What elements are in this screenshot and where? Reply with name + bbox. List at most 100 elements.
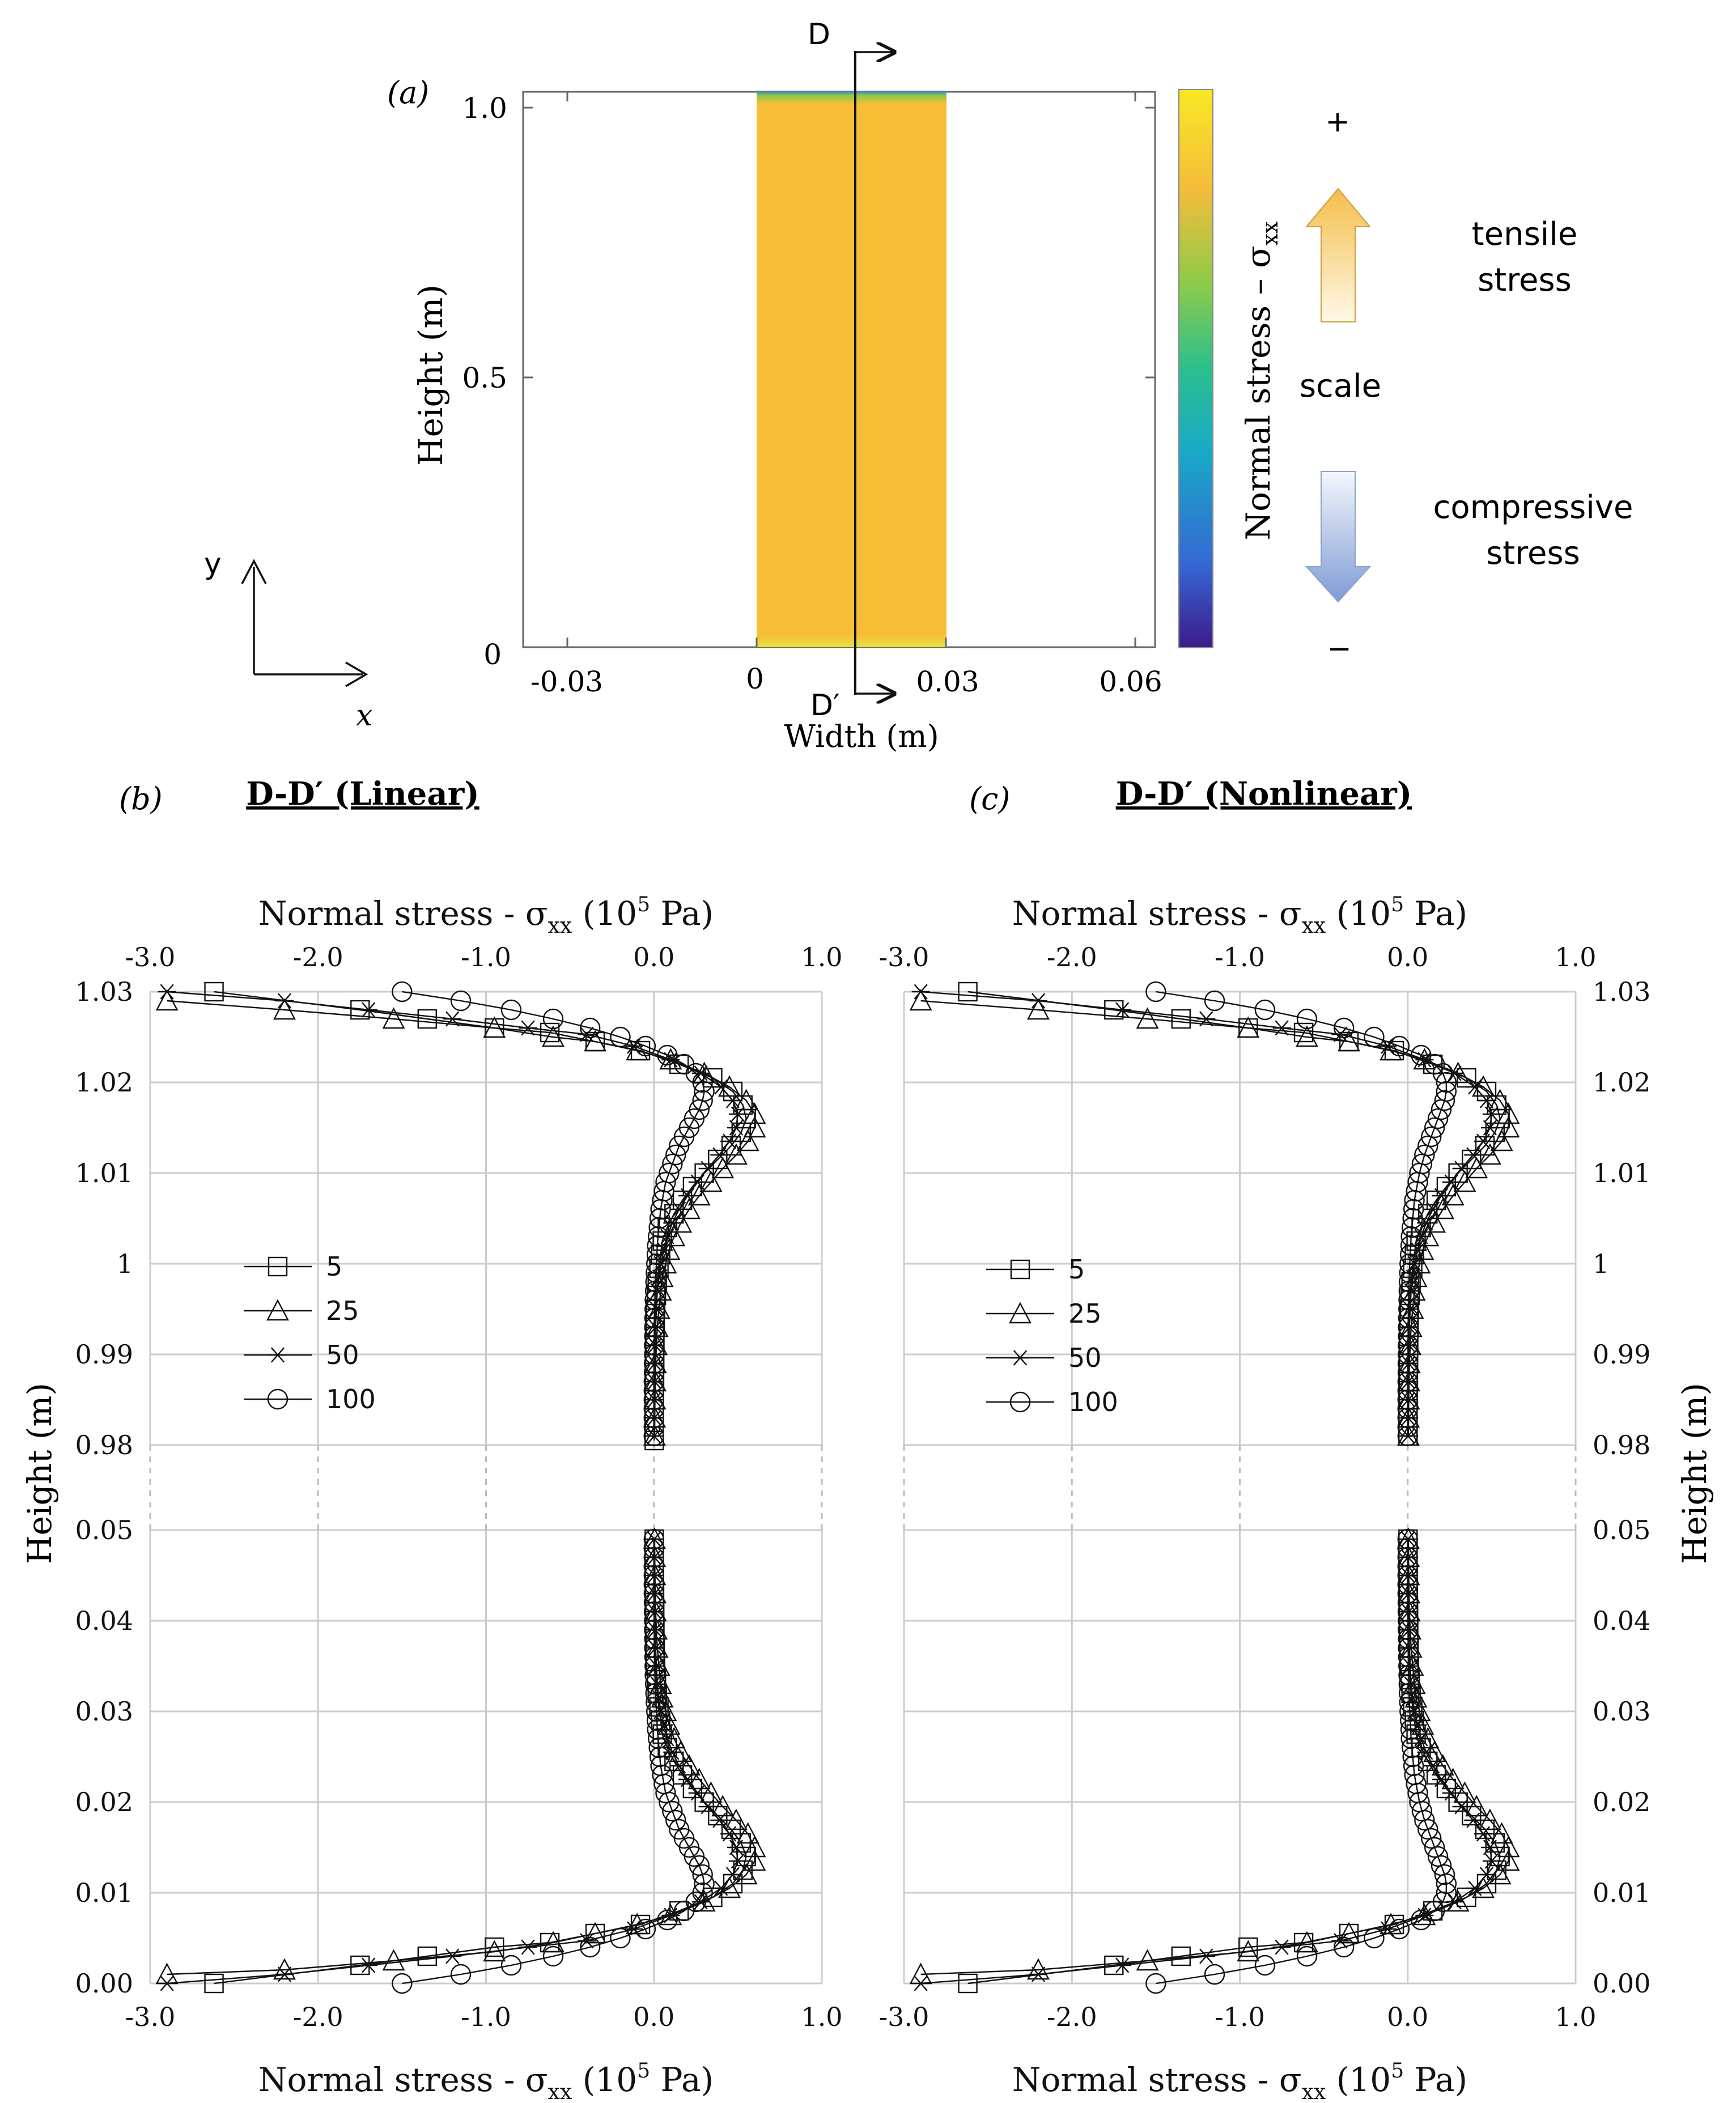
circle-marker	[644, 1637, 665, 1659]
triangle-marker	[1497, 1836, 1520, 1858]
stress-field-bottom-edge	[757, 635, 946, 647]
circle-marker	[643, 1592, 665, 1613]
circle-marker	[1009, 1391, 1031, 1413]
coordinate-axes-icon	[241, 559, 368, 687]
circle-marker	[1296, 1008, 1318, 1030]
circle-marker	[392, 981, 413, 1002]
triangle-marker	[1497, 1116, 1520, 1138]
square-marker	[417, 1946, 438, 1966]
circle-marker	[542, 1945, 564, 1967]
circle-marker	[643, 1556, 664, 1577]
star-marker	[1477, 1093, 1496, 1108]
height-tick: 0.04	[75, 1605, 133, 1636]
circle-marker	[692, 1090, 713, 1111]
star-marker	[728, 1853, 747, 1869]
panel-a-ytick: 0.5	[462, 362, 507, 394]
circle-marker	[1398, 1673, 1420, 1695]
square-marker	[417, 1009, 438, 1029]
stress-tick-top: -3.0	[125, 942, 176, 972]
panel-a-xtick: -0.03	[530, 665, 603, 698]
star-marker	[1442, 1785, 1461, 1801]
circle-marker	[643, 1416, 664, 1438]
star-marker	[1466, 1880, 1484, 1896]
circle-marker	[1398, 1307, 1419, 1329]
star-marker	[519, 1939, 537, 1955]
square-marker	[540, 1022, 560, 1043]
stress-tick-bottom: 1.0	[1555, 2002, 1596, 2032]
stress-axis-title-part: 5	[637, 893, 650, 916]
star-marker	[1474, 1133, 1493, 1149]
triangle-marker	[1380, 1039, 1403, 1061]
star-marker	[443, 1011, 462, 1027]
stress-tick-top: -2.0	[293, 942, 343, 972]
panel-a-label: (a)	[387, 75, 429, 111]
stress-axis-title-part: 5	[637, 2059, 650, 2083]
star-marker	[1029, 993, 1047, 1009]
legend-label: 100	[326, 1384, 376, 1414]
circle-marker	[1398, 1619, 1419, 1641]
square-marker	[1238, 1937, 1258, 1957]
circle-marker	[1424, 1837, 1445, 1858]
legend-label: 25	[326, 1295, 359, 1326]
circle-marker	[665, 1144, 686, 1166]
circle-marker	[644, 1344, 665, 1365]
triangle-marker	[1490, 1822, 1513, 1844]
stress-tick-top: -2.0	[1047, 942, 1097, 972]
stress-axis-title: Normal stress - σxx (105 Pa)	[258, 893, 714, 938]
compressive-arrow-icon	[1305, 471, 1372, 603]
height-tick: 1.01	[75, 1158, 133, 1188]
stress-tick-bottom: -2.0	[1047, 2002, 1097, 2032]
chart-panel-c: -3.0 -3.0 -2.0 -2.0 -1.0 -1.0 0.0 0.0 1.0 1.0 1.03…	[879, 893, 1651, 2103]
stress-tick-bottom: -1.0	[461, 2002, 511, 2032]
circle-marker	[644, 1664, 665, 1686]
circle-marker	[643, 1583, 664, 1604]
panel-a-ylabel: Height (m)	[411, 284, 450, 466]
chart-panel-b: -3.0 -3.0 -2.0 -2.0 -1.0 -1.0 0.0 0.0 1.0 1.0 1.03…	[75, 893, 843, 2103]
star-marker	[688, 1174, 707, 1190]
section-start-label: D	[808, 18, 830, 52]
circle-marker	[644, 1619, 665, 1641]
circle-marker	[500, 999, 522, 1021]
star-marker	[1424, 1758, 1442, 1774]
triangle-marker	[1490, 1129, 1513, 1152]
triangle-marker	[155, 989, 179, 1011]
star-marker	[1113, 1002, 1132, 1018]
star-marker	[712, 1079, 731, 1095]
circle-marker	[647, 1728, 669, 1749]
circle-marker	[643, 1565, 664, 1586]
square-marker	[1171, 1946, 1191, 1966]
star-marker	[275, 993, 294, 1009]
legend-label: 25	[1068, 1298, 1102, 1329]
star-marker	[519, 1020, 537, 1036]
stress-tick-bottom: 0.0	[1387, 2002, 1428, 2032]
circle-marker	[1397, 1547, 1418, 1568]
circle-marker	[646, 1692, 667, 1713]
star-marker	[275, 1966, 294, 1982]
height-tick: 0.01	[75, 1877, 133, 1908]
triangle-marker	[1478, 1143, 1501, 1165]
circle-marker	[1364, 1026, 1385, 1048]
triangle-marker	[1296, 1025, 1318, 1047]
triangle-marker	[273, 998, 296, 1020]
star-marker	[1331, 1026, 1350, 1042]
circle-marker	[692, 1882, 713, 1904]
stress-tick-top: -3.0	[879, 942, 929, 972]
series-100	[1145, 981, 1457, 1994]
circle-marker	[643, 1425, 664, 1447]
stress-field-top-edge	[757, 91, 946, 104]
series-50	[158, 984, 747, 1991]
circle-marker	[1431, 1855, 1452, 1876]
star-marker	[698, 1161, 717, 1176]
circle-marker	[1145, 1973, 1166, 1994]
triangle-marker	[1009, 1302, 1032, 1324]
circle-marker	[1398, 1344, 1419, 1365]
star-marker	[578, 1026, 596, 1042]
circle-marker	[1403, 1755, 1424, 1777]
stress-axis-title: Normal stress - σxx (105 Pa)	[258, 2059, 714, 2103]
compressive-label-line1: compressive	[1433, 489, 1633, 526]
panel-b-title: D-D′ (Linear)	[246, 775, 479, 813]
plus-sign: +	[1325, 105, 1350, 139]
circle-marker	[1400, 1226, 1421, 1247]
circle-marker	[643, 1407, 664, 1429]
stress-axis-title-part: (10	[1326, 894, 1391, 933]
